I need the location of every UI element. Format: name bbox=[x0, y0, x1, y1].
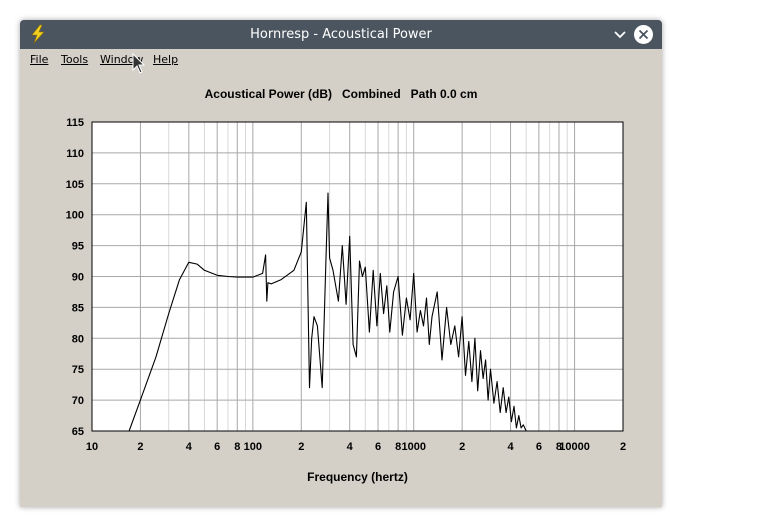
y-tick-label: 100 bbox=[66, 210, 84, 222]
x-axis-label: Frequency (hertz) bbox=[307, 470, 408, 484]
menu-tools[interactable]: Tools bbox=[61, 53, 89, 66]
close-button[interactable] bbox=[634, 25, 653, 44]
x-tick-label: 1000 bbox=[401, 441, 425, 453]
x-tick-label: 8 bbox=[234, 441, 240, 453]
y-tick-label: 65 bbox=[72, 426, 84, 438]
plot-border bbox=[91, 121, 624, 432]
y-tick-label: 70 bbox=[72, 395, 84, 407]
x-tick-label: 2 bbox=[298, 441, 304, 453]
y-tick-label: 80 bbox=[72, 333, 84, 345]
y-tick-label: 95 bbox=[72, 241, 84, 253]
mouse-pointer-icon bbox=[132, 53, 146, 74]
series-line bbox=[128, 192, 527, 432]
y-tick-label: 110 bbox=[66, 148, 84, 160]
app-window: Hornresp - Acoustical Power File Tools W… bbox=[20, 20, 662, 507]
x-tick-label: 4 bbox=[508, 441, 515, 453]
x-tick-label: 6 bbox=[375, 441, 381, 453]
x-tick-label: 6 bbox=[536, 441, 542, 453]
x-tick-label: 2 bbox=[620, 441, 626, 453]
x-tick-label: 6 bbox=[214, 441, 220, 453]
y-tick-label: 105 bbox=[66, 179, 84, 191]
chart-title: Acoustical Power (dB) Combined Path 0.0 … bbox=[204, 87, 478, 101]
menu-help[interactable]: Help bbox=[153, 53, 179, 66]
x-tick-label: 8 bbox=[556, 441, 562, 453]
x-tick-label: 2 bbox=[459, 441, 465, 453]
y-tick-label: 75 bbox=[72, 364, 84, 376]
menu-file[interactable]: File bbox=[30, 53, 49, 66]
x-tick-label: 8 bbox=[395, 441, 401, 453]
x-tick-label: 2 bbox=[137, 441, 143, 453]
x-tick-label: 100 bbox=[244, 441, 262, 453]
y-tick-label: 85 bbox=[72, 302, 84, 314]
x-tick-label: 4 bbox=[347, 441, 354, 453]
lightning-icon bbox=[31, 24, 45, 44]
window-title: Hornresp - Acoustical Power bbox=[250, 27, 432, 42]
x-tick-label: 10 bbox=[86, 441, 98, 453]
close-icon bbox=[638, 29, 649, 40]
y-tick-label: 90 bbox=[72, 272, 84, 284]
x-tick-label: 10000 bbox=[559, 441, 590, 453]
title-bar[interactable]: Hornresp - Acoustical Power bbox=[20, 20, 662, 49]
chevron-down-icon[interactable] bbox=[612, 27, 628, 43]
y-tick-label: 115 bbox=[66, 117, 84, 129]
x-tick-label: 4 bbox=[186, 441, 193, 453]
